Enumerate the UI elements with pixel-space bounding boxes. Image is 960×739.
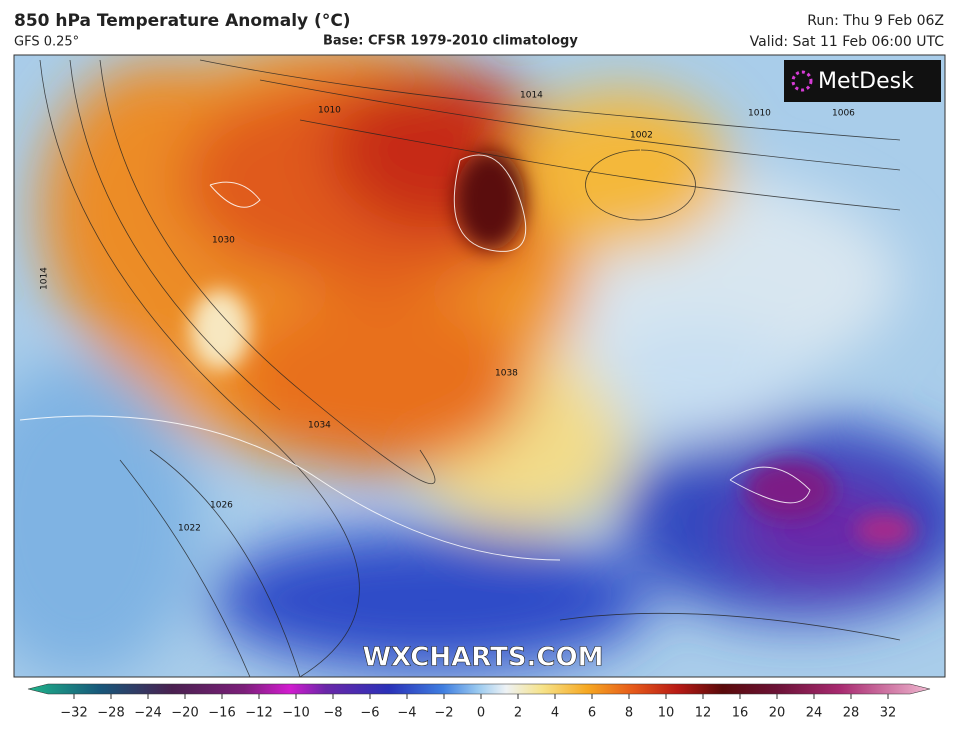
colorbar-label: −8 [323, 706, 342, 721]
colorbar-label: 4 [551, 706, 559, 721]
colorbar-label: −2 [434, 706, 453, 721]
run: Run: Thu 9 Feb 06Z [807, 13, 944, 29]
colorbar-label: 28 [843, 706, 860, 721]
colorbar-label: −32 [60, 706, 87, 721]
contour-label: 1010 [748, 109, 771, 119]
colorbar-label: 12 [695, 706, 712, 721]
colorbar-label: 2 [514, 706, 522, 721]
colorbar-label: −28 [97, 706, 124, 721]
contour-label: 1030 [212, 236, 235, 246]
colorbar-label: 8 [625, 706, 633, 721]
base: Base: CFSR 1979-2010 climatology [323, 34, 578, 49]
colorbar-label: 24 [806, 706, 823, 721]
colorbar-label: −6 [360, 706, 379, 721]
watermark: WXCHARTS.COM [362, 643, 603, 673]
colorbar-label: 0 [477, 706, 485, 721]
contour-label: 1022 [178, 524, 201, 534]
contour-label: 1002 [630, 131, 653, 141]
colorbar-label: −4 [397, 706, 416, 721]
contour-label: 1010 [318, 106, 341, 116]
contour-label: 1034 [308, 421, 331, 431]
contour-label: 1014 [40, 267, 50, 290]
colorbar-label: 10 [658, 706, 675, 721]
model: GFS 0.25° [14, 35, 79, 50]
colorbar-label: −12 [245, 706, 272, 721]
colorbar-label: 16 [732, 706, 749, 721]
contour-labels: 1010 1014 1030 1034 1038 1026 1022 1006 … [40, 91, 856, 534]
colorbar-label: −20 [171, 706, 198, 721]
colorbar-label: −24 [134, 706, 161, 721]
colorbar-label: −10 [282, 706, 309, 721]
colorbar [27, 683, 931, 695]
colorbar-label: 20 [769, 706, 786, 721]
contour-label: 1014 [520, 91, 543, 101]
colorbar-label: −16 [208, 706, 235, 721]
contour-label: 1026 [210, 501, 233, 511]
contour-label: 1006 [832, 109, 855, 119]
contour-label: 1038 [495, 369, 518, 379]
colorbar-label: 6 [588, 706, 596, 721]
title: 850 hPa Temperature Anomaly (°C) [14, 11, 351, 31]
map: 1010 1014 1030 1034 1038 1026 1022 1006 … [14, 55, 945, 677]
valid: Valid: Sat 11 Feb 06:00 UTC [750, 34, 945, 50]
logo: MetDesk [818, 69, 914, 94]
colorbar-label: 32 [880, 706, 897, 721]
